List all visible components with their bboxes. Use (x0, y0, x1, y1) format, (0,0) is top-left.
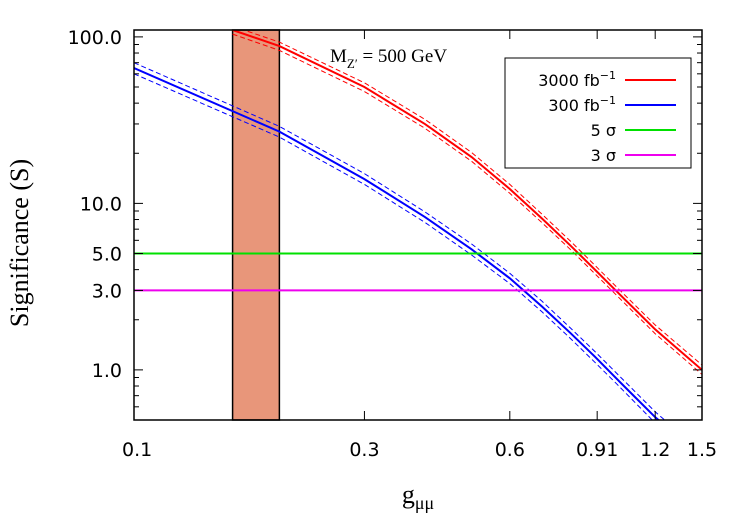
y-tick-label: 5.0 (92, 244, 122, 266)
x-axis-label-subscript: μμ (415, 493, 434, 513)
tick-layer: 0.1 0.3 0.6 0.91 1.2 1.5 1.0 3.0 5.0 10.0 100.0 (68, 27, 718, 461)
y-tick-label: 3.0 (92, 280, 122, 302)
series-layer (134, 30, 702, 420)
legend-box (504, 57, 692, 169)
y-tick-label: 10.0 (80, 193, 122, 215)
plot-frame (133, 29, 703, 421)
mass-annotation-subscript: Z′ (347, 56, 358, 71)
y-axis-label: Significance (S) (5, 159, 34, 327)
legend-label-superscript: −1 (600, 69, 616, 82)
legend-label: 5 σ (591, 121, 616, 140)
excluded-band-layer (231, 29, 281, 421)
x-tick-label: 1.2 (640, 439, 670, 461)
legend-label-superscript: −1 (600, 94, 616, 107)
x-tick-label: 0.6 (495, 439, 525, 461)
series-1-lower-band-line (232, 33, 702, 375)
series-2-lower-band-line (134, 73, 653, 420)
y-tick-label: 100.0 (68, 27, 122, 49)
x-tick-label: 1.5 (687, 439, 717, 461)
excluded-region-band (231, 29, 281, 421)
x-axis-label-main: g (402, 480, 415, 509)
series-1-line (232, 30, 702, 371)
legend-label: 3 σ (591, 146, 616, 165)
mass-annotation-value: = 500 GeV (358, 46, 448, 67)
series-2-line (134, 67, 661, 420)
mass-annotation: MZ′ = 500 GeV (330, 46, 447, 71)
y-tick-label: 1.0 (92, 360, 122, 382)
series-2-upper-band-line (134, 62, 666, 420)
x-axis-label: gμμ (402, 480, 434, 513)
mass-annotation-main: M (330, 46, 347, 67)
legend: 3000 fb−1 300 fb−1 5 σ 3 σ (504, 57, 692, 169)
legend-label: 300 fb−1 (548, 94, 616, 115)
x-tick-label: 0.91 (576, 439, 618, 461)
x-tick-label: 0.1 (122, 439, 152, 461)
x-tick-label: 0.3 (349, 439, 379, 461)
legend-label: 3000 fb−1 (538, 69, 616, 90)
